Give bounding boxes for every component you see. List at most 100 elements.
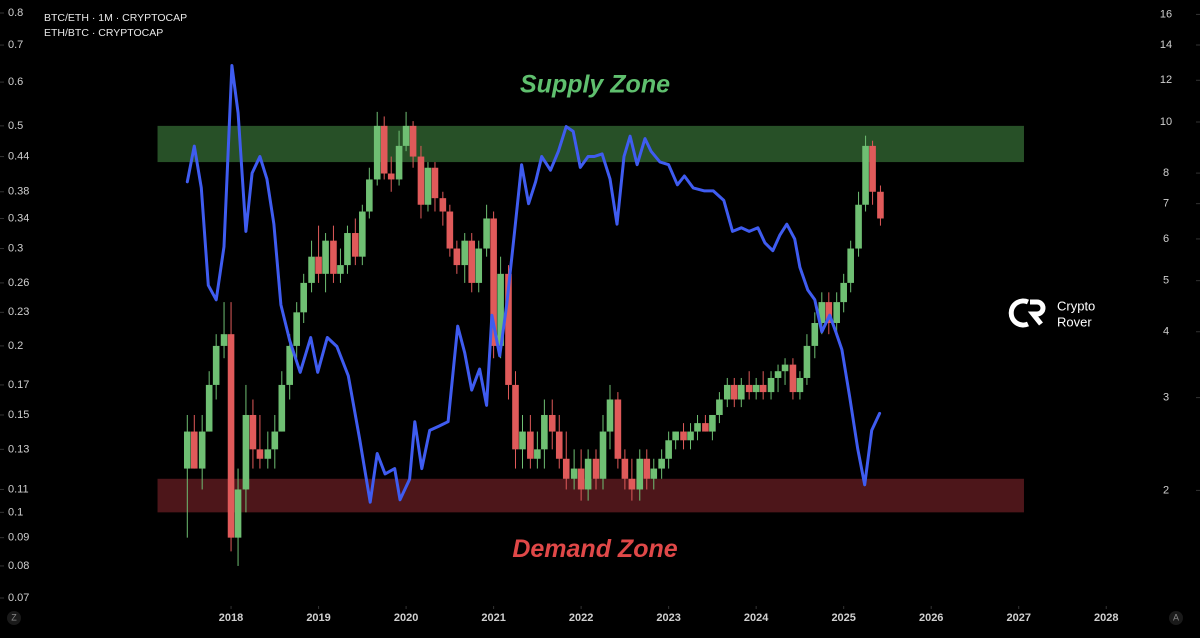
candle-body <box>737 384 745 400</box>
scale-button[interactable] <box>7 611 21 625</box>
candle-body <box>796 377 804 393</box>
candle-body <box>483 218 490 249</box>
y2-tick-label: 4 <box>1163 326 1169 338</box>
y-tick-label: 0.26 <box>8 277 29 289</box>
candle-body <box>417 156 425 205</box>
candle-body <box>322 240 329 274</box>
candle-body <box>672 431 679 441</box>
candle-body <box>599 431 607 479</box>
y2-tick-label: 5 <box>1163 275 1169 287</box>
zone-label: Demand Zone <box>512 535 677 563</box>
candle-body <box>402 125 410 146</box>
candle-body <box>877 191 884 219</box>
candle-body <box>548 414 556 432</box>
y-tick-label: 0.2 <box>8 340 23 352</box>
candle-body <box>461 240 469 266</box>
logo-icon <box>1008 298 1029 328</box>
y2-tick-label: 7 <box>1163 198 1169 210</box>
y2-tick-label: 10 <box>1160 116 1172 128</box>
candle-body <box>774 371 782 378</box>
candle-body <box>409 125 417 157</box>
candle-body <box>453 248 461 266</box>
candle-body <box>862 145 869 205</box>
candle-body <box>220 334 228 346</box>
y-tick-label: 0.11 <box>8 483 29 495</box>
logo-text: Crypto <box>1057 298 1095 313</box>
candle-body <box>833 302 840 324</box>
candle-body <box>702 423 709 432</box>
x-tick-label: 2027 <box>1006 612 1030 624</box>
y-tick-label: 0.07 <box>8 592 29 604</box>
candle-body <box>789 364 797 393</box>
candle-body <box>380 125 388 174</box>
x-tick-label: 2024 <box>744 612 769 624</box>
candle-body <box>505 273 512 385</box>
y2-tick-label: 6 <box>1163 233 1169 245</box>
x-tick-label: 2018 <box>219 612 243 624</box>
legend-entry: BTC/ETH · 1M · CRYPTOCAP <box>44 12 187 24</box>
candle-body <box>183 431 191 469</box>
y-tick-label: 0.17 <box>8 379 29 391</box>
candle-body <box>308 256 315 283</box>
candles <box>183 111 884 566</box>
candle-body <box>271 431 279 450</box>
candle-body <box>709 414 716 432</box>
candle-body <box>694 423 701 432</box>
candle-body <box>730 384 738 400</box>
candle-body <box>190 431 198 469</box>
line-series <box>185 64 882 504</box>
y-tick-label: 0.3 <box>8 242 23 254</box>
candle-body <box>562 458 570 479</box>
candle-body <box>869 145 876 192</box>
y2-tick-label: 3 <box>1163 392 1169 404</box>
candle-body <box>745 384 753 393</box>
candle-body <box>205 384 213 432</box>
y-tick-label: 0.7 <box>8 39 23 51</box>
zone-label: Supply Zone <box>520 70 670 98</box>
candle-body <box>541 414 548 450</box>
candle-body <box>519 431 526 450</box>
candle-body <box>847 248 854 283</box>
candle-body <box>497 273 504 346</box>
y-tick-label: 0.5 <box>8 120 23 132</box>
candle-body <box>234 489 242 538</box>
candle-body <box>687 431 694 441</box>
candle-body <box>431 167 439 199</box>
x-tick-label: 2019 <box>306 612 330 624</box>
candle-body <box>716 399 723 415</box>
y-tick-label: 0.1 <box>8 506 23 518</box>
logo-icon <box>1027 299 1046 326</box>
candle-body <box>249 414 257 450</box>
candle-body <box>803 345 811 378</box>
candle-body <box>512 384 519 450</box>
candle-body <box>752 384 760 393</box>
candle-body <box>534 449 541 459</box>
candle-body <box>840 282 847 303</box>
candle-body <box>811 323 819 346</box>
candle-body <box>256 449 264 459</box>
x-tick-label: 2022 <box>569 612 593 624</box>
scale-button[interactable] <box>1169 611 1183 625</box>
candle-body <box>264 449 272 459</box>
y-tick-label: 0.23 <box>8 306 29 318</box>
y-tick-label: 0.13 <box>8 443 29 455</box>
scale-button-label[interactable]: Z <box>11 612 17 622</box>
candle-body <box>658 458 665 469</box>
y2-tick-label: 2 <box>1163 484 1169 496</box>
candle-body <box>424 167 432 205</box>
candle-body <box>293 312 300 346</box>
candle-body <box>606 399 614 432</box>
candle-body <box>570 468 578 479</box>
candle-body <box>352 233 359 257</box>
legend-entry: ETH/BTC · CRYPTOCAP <box>44 27 163 39</box>
logo-text: Rover <box>1057 314 1092 329</box>
candle-body <box>636 458 644 490</box>
y-tick-label: 0.6 <box>8 76 23 88</box>
scale-button-label[interactable]: A <box>1173 612 1179 622</box>
candle-body <box>855 204 862 249</box>
candle-body <box>781 364 789 372</box>
y2-tick-label: 16 <box>1160 8 1172 20</box>
y-tick-label: 0.44 <box>8 150 29 162</box>
